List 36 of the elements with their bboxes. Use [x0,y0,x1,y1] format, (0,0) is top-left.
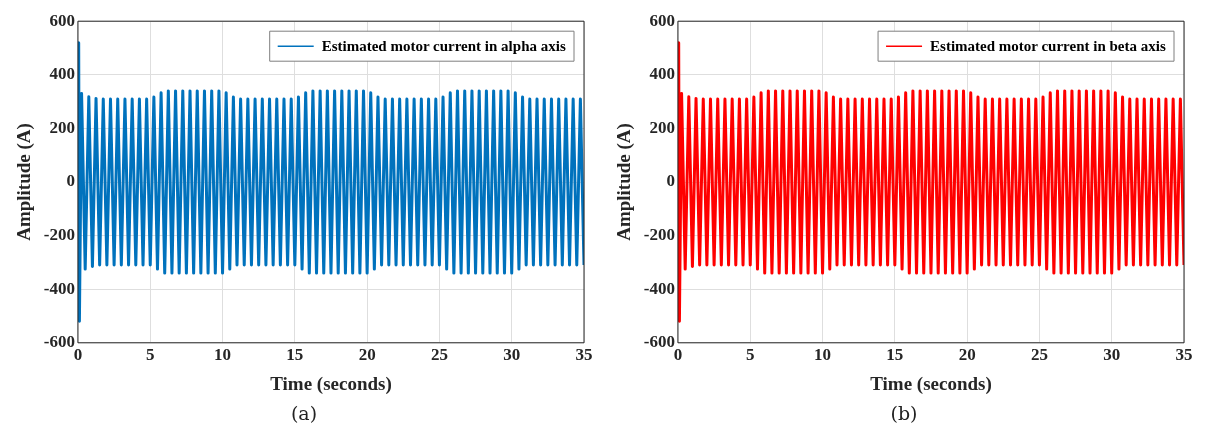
x-tick-label: 10 [214,345,232,365]
y-tick-label: 200 [49,117,75,137]
y-tick-label: -400 [643,278,675,298]
y-tick-label: -600 [43,332,75,352]
x-axis-title: Time (seconds) [270,372,392,395]
y-tick-label: 0 [666,171,675,191]
x-tick-label: 30 [1103,345,1121,365]
y-tick-label: -200 [43,224,75,244]
x-tick-label: 20 [958,345,976,365]
y-tick-label: -400 [43,278,75,298]
text: (a) [290,402,318,424]
x-tick-label: 10 [814,345,832,365]
y-tick-label: 400 [649,64,675,84]
x-tick-label: 30 [503,345,521,365]
y-tick-label: 400 [49,64,75,84]
legend-label: Estimated motor current in alpha axis [321,38,566,55]
y-axis-title: Amplitude (A) [13,123,36,241]
y-tick-label: 0 [66,171,75,191]
x-tick-label: 25 [1030,345,1048,365]
legend-label: Estimated motor current in beta axis [930,38,1166,55]
text: (b) [890,402,918,424]
x-tick-label: 35 [1175,345,1193,365]
y-tick-label: 200 [649,117,675,137]
x-tick-label: 35 [575,345,593,365]
x-tick-label: 5 [146,345,155,365]
x-tick-label: 25 [430,345,448,365]
x-tick-label: 20 [358,345,376,365]
y-tick-label: -600 [643,332,675,352]
y-tick-label: 600 [49,10,75,30]
y-axis-title: Amplitude (A) [613,123,636,241]
x-tick-label: 15 [286,345,304,365]
y-tick-label: -200 [643,224,675,244]
y-tick-label: 600 [649,10,675,30]
x-axis-title: Time (seconds) [870,372,992,395]
x-tick-label: 5 [746,345,755,365]
x-tick-label: 15 [886,345,904,365]
